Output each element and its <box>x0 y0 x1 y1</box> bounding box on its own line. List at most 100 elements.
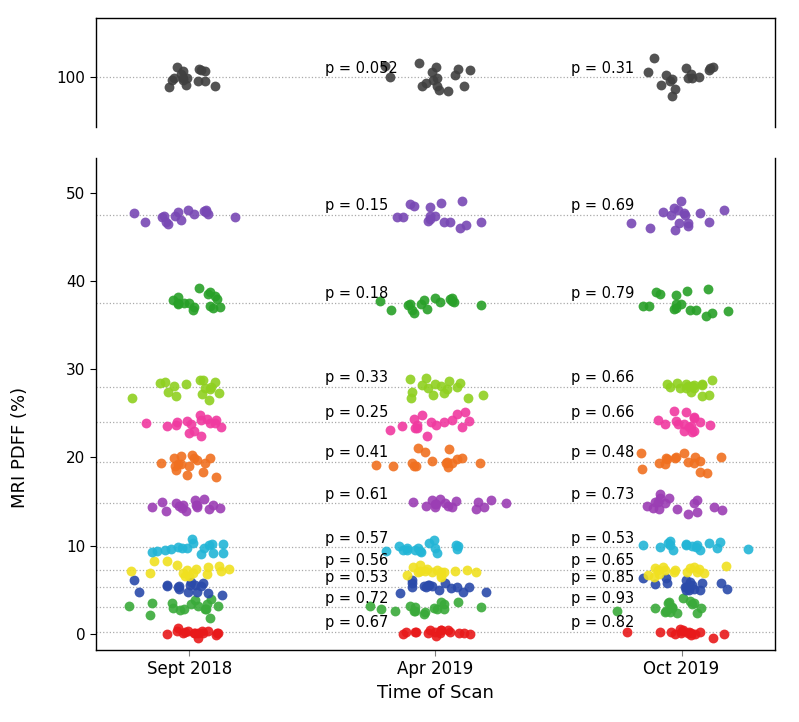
Point <box>124 565 137 576</box>
Point <box>690 541 702 552</box>
Point <box>660 69 673 81</box>
Point <box>209 417 221 429</box>
Point <box>201 562 214 573</box>
Point <box>165 543 177 554</box>
Point <box>648 53 661 64</box>
Point <box>694 585 707 596</box>
Point <box>641 500 654 511</box>
Point <box>385 305 398 316</box>
Point <box>694 455 706 466</box>
Point <box>411 422 423 433</box>
Point <box>180 378 193 390</box>
Point <box>670 503 683 515</box>
Point <box>426 66 439 77</box>
Point <box>163 82 176 93</box>
Point <box>706 307 718 318</box>
Point <box>684 627 697 639</box>
Point <box>197 493 210 505</box>
Point <box>668 224 681 235</box>
Point <box>181 469 193 481</box>
Point <box>700 310 713 322</box>
Point <box>449 539 462 550</box>
Point <box>663 381 676 393</box>
Point <box>658 419 671 430</box>
Point <box>171 542 184 553</box>
Point <box>688 412 701 423</box>
Point <box>434 380 447 391</box>
Point <box>145 597 158 609</box>
Point <box>171 417 184 428</box>
Point <box>203 394 216 406</box>
Point <box>406 578 419 589</box>
Point <box>456 195 469 206</box>
Point <box>446 295 459 306</box>
Point <box>686 599 698 610</box>
Point <box>414 566 427 578</box>
Point <box>694 626 706 638</box>
Point <box>407 460 420 471</box>
Point <box>703 64 716 76</box>
Point <box>179 626 192 638</box>
Text: p = 0.93: p = 0.93 <box>570 591 634 606</box>
Point <box>654 488 666 500</box>
Point <box>670 415 683 427</box>
Point <box>671 419 684 430</box>
Point <box>680 584 693 596</box>
Point <box>198 205 211 217</box>
Point <box>451 543 463 554</box>
Point <box>433 84 446 96</box>
Point <box>435 572 447 583</box>
Point <box>693 71 706 83</box>
Text: p = 0.25: p = 0.25 <box>324 406 388 420</box>
Point <box>165 598 178 609</box>
Point <box>670 302 682 313</box>
Point <box>183 460 196 471</box>
Point <box>196 625 209 637</box>
Point <box>177 74 189 85</box>
Point <box>666 603 678 614</box>
Point <box>417 580 430 592</box>
Point <box>687 383 700 394</box>
Point <box>672 204 685 216</box>
Point <box>438 599 451 610</box>
Point <box>193 64 205 75</box>
Text: p = 0.66: p = 0.66 <box>570 406 634 420</box>
Point <box>181 542 193 553</box>
Point <box>445 502 458 513</box>
Point <box>663 539 676 550</box>
Point <box>431 73 443 84</box>
Text: p = 0.61: p = 0.61 <box>324 487 388 502</box>
Point <box>177 499 189 510</box>
Point <box>188 452 201 464</box>
Point <box>691 539 704 551</box>
Point <box>400 626 412 638</box>
Point <box>621 626 634 638</box>
Point <box>126 392 139 404</box>
Point <box>683 421 696 432</box>
Point <box>471 496 484 508</box>
Point <box>215 590 228 601</box>
Point <box>442 461 455 473</box>
Point <box>703 419 716 431</box>
Point <box>430 498 443 510</box>
Point <box>159 544 172 556</box>
Point <box>642 66 654 78</box>
Point <box>185 418 197 430</box>
Point <box>168 380 181 391</box>
Point <box>694 603 707 614</box>
Point <box>195 580 208 592</box>
Point <box>192 627 205 639</box>
Point <box>199 75 212 87</box>
Point <box>461 392 474 404</box>
Point <box>442 85 455 97</box>
Point <box>169 460 181 471</box>
Point <box>415 298 427 310</box>
Point <box>423 624 436 635</box>
Point <box>186 304 199 316</box>
Text: p = 0.31: p = 0.31 <box>570 61 634 76</box>
Point <box>683 576 696 588</box>
Point <box>406 561 419 573</box>
Text: p = 0.72: p = 0.72 <box>324 591 388 606</box>
Text: p = 0.33: p = 0.33 <box>324 370 388 385</box>
Text: p = 0.82: p = 0.82 <box>570 615 634 630</box>
